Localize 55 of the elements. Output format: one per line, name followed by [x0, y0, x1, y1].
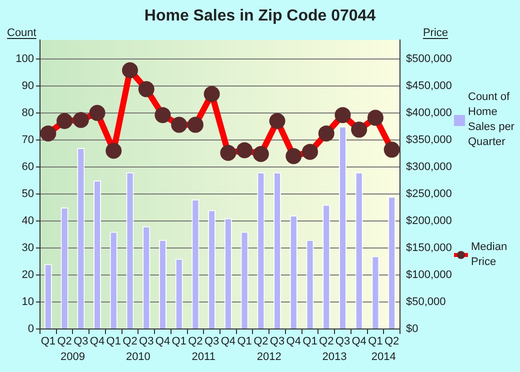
x-tick-label: Q1 — [172, 336, 186, 348]
y2-tick-label: $450,000 — [406, 80, 452, 92]
y2-tick-label: $200,000 — [406, 214, 452, 227]
y-tick-label: 60 — [22, 160, 34, 173]
x-tick-label: Q3 — [335, 336, 350, 348]
x-tick-label: Q4 — [286, 336, 301, 348]
chart-title: Home Sales in Zip Code 07044 — [144, 7, 376, 24]
y2-tick-label: $0 — [406, 323, 418, 336]
x-tick-label: Q2 — [57, 336, 72, 348]
x-tick-label: Q2 — [122, 336, 138, 348]
y-tick-label: 90 — [22, 80, 34, 92]
y2-tick-label: $400,000 — [406, 106, 452, 119]
x-tick-label: Q1 — [237, 336, 252, 348]
y2-tick-label: $350,000 — [406, 134, 452, 146]
y-tick-label: 70 — [22, 134, 34, 146]
y-tick-label: 80 — [22, 106, 34, 119]
legend-label: Median Price — [471, 240, 508, 270]
x-tick-label: Q2 — [188, 336, 203, 348]
y2-tick-label: $50,000 — [406, 296, 446, 308]
y-tick-label: 20 — [22, 269, 34, 282]
x-tick-label: Q2 — [384, 336, 400, 348]
y-tick-label: 50 — [22, 188, 34, 200]
text: 2014 — [371, 351, 396, 364]
x-tick-label: Q1 — [40, 336, 56, 348]
y-tick-label: 100 — [16, 52, 34, 65]
y2-tick-label: $100,000 — [406, 269, 452, 282]
y2-axis-title: Price — [422, 27, 448, 39]
text: 2011 — [192, 351, 216, 364]
y-axis-title: Count — [7, 27, 36, 39]
x-tick-label: Q3 — [204, 336, 220, 348]
x-tick-label: Q1 — [368, 336, 383, 348]
y2-tick-label: $150,000 — [406, 242, 452, 254]
text: 2012 — [256, 351, 282, 364]
x-tick-label: Q2 — [254, 336, 268, 348]
x-tick-label: Q3 — [270, 336, 285, 348]
y-tick-label: 30 — [22, 242, 34, 254]
y2-tick-label: $300,000 — [406, 160, 452, 173]
y2-tick-label: $250,000 — [406, 188, 452, 200]
x-tick-label: Q4 — [352, 336, 366, 348]
y-tick-label: 40 — [22, 214, 34, 227]
text: 2010 — [126, 351, 150, 364]
y2-tick-label: $500,000 — [406, 52, 452, 65]
x-tick-label: Q1 — [302, 336, 318, 348]
x-tick-label: Q4 — [220, 336, 236, 348]
text: 2009 — [60, 351, 85, 364]
x-tick-label: Q3 — [74, 336, 88, 348]
y-tick-label: 10 — [22, 296, 34, 308]
x-tick-label: Q3 — [139, 336, 154, 348]
x-tick-label: Q1 — [106, 336, 121, 348]
legend-label: Count of Home Sales per Quarter — [468, 90, 516, 150]
y-tick-label: 0 — [28, 323, 34, 336]
x-tick-label: Q4 — [155, 336, 170, 348]
text: 2013 — [322, 351, 347, 364]
x-tick-label: Q4 — [90, 336, 105, 348]
x-tick-label: Q2 — [319, 336, 334, 348]
